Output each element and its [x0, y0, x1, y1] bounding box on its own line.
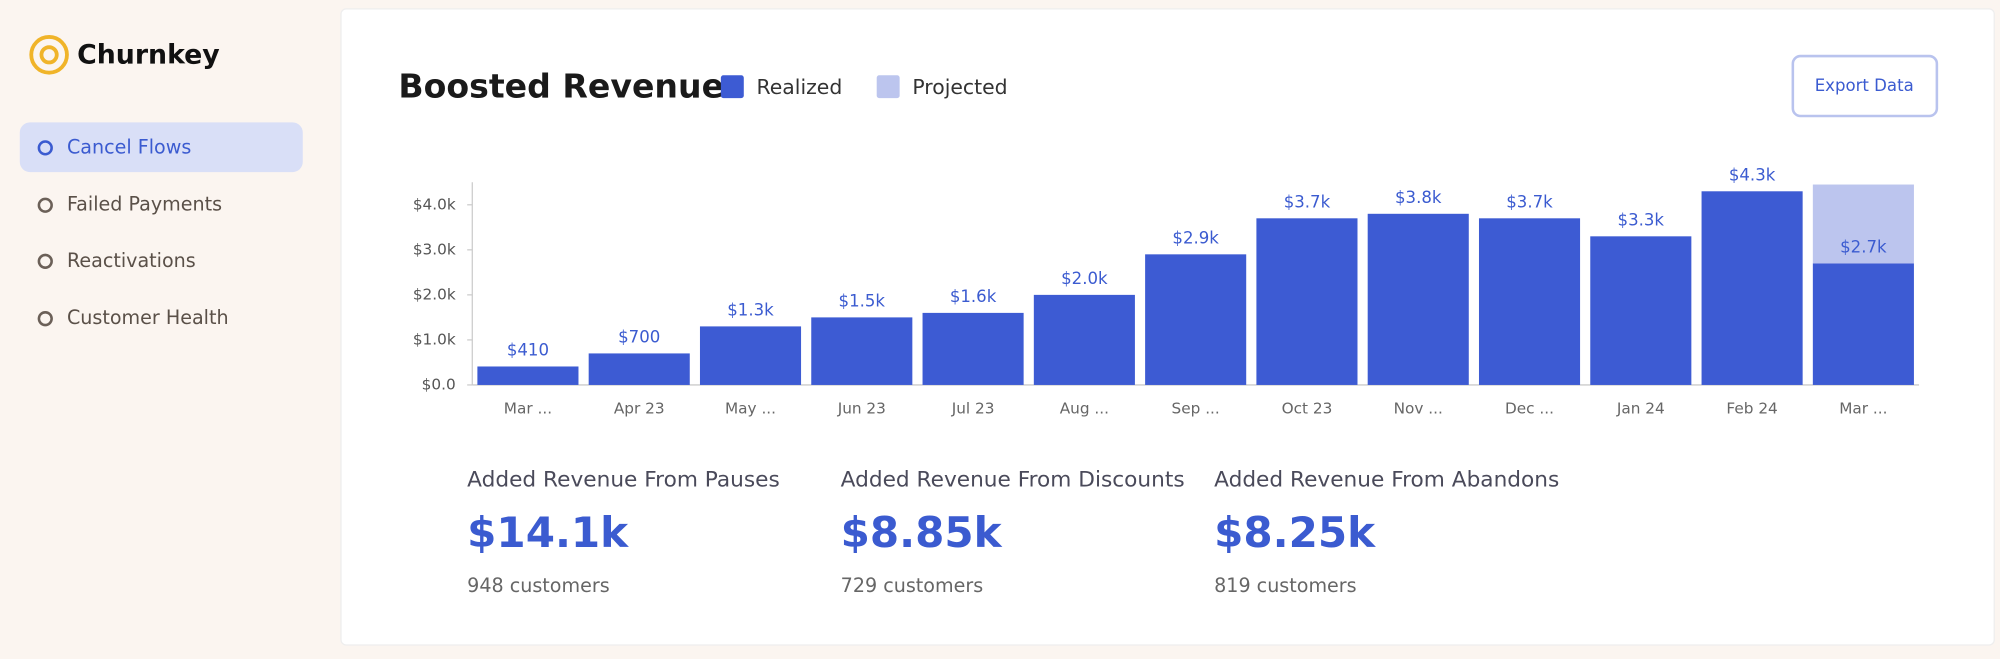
- stat-title: Added Revenue From Pauses: [467, 468, 780, 493]
- x-tick-label: Sep ...: [1172, 400, 1220, 418]
- value-label: $1.3k: [727, 301, 774, 320]
- stat-value: $14.1k: [467, 508, 629, 557]
- bar-segment: [811, 317, 913, 385]
- stat-customers: 729 customers: [841, 574, 984, 597]
- bar-segment: [1256, 218, 1358, 385]
- bar-segment: [699, 326, 802, 385]
- nav-active-bg[interactable]: [19, 122, 303, 173]
- bar-segment: [1812, 184, 1914, 264]
- bar-segment: [1701, 191, 1803, 385]
- bar-segment: [477, 366, 579, 385]
- y-tick-label: $1.0k: [413, 330, 456, 348]
- value-label: $3.7k: [1284, 193, 1331, 212]
- x-tick-label: Jun 23: [837, 400, 886, 418]
- y-tick-label: $2.0k: [413, 285, 456, 303]
- value-label: $700: [618, 328, 660, 347]
- bar-segment: [1812, 263, 1914, 385]
- value-label: $4.3k: [1729, 165, 1776, 184]
- nav-icon: [37, 311, 53, 327]
- bar-segment: [922, 312, 1024, 385]
- brand: Churnkey: [77, 40, 220, 71]
- x-tick-label: Dec ...: [1505, 400, 1554, 418]
- nav-item[interactable]: Reactivations: [67, 249, 196, 272]
- stat-customers: 819 customers: [1214, 574, 1357, 597]
- value-label: $3.8k: [1395, 188, 1442, 207]
- x-tick-label: May ...: [725, 400, 776, 418]
- chart-title: Boosted Revenue: [398, 66, 724, 105]
- bar-segment: [588, 353, 690, 385]
- bar-segment: [1367, 213, 1469, 385]
- legend-label: Realized: [757, 75, 843, 99]
- x-tick-label: Nov ...: [1394, 400, 1443, 418]
- logo: [29, 35, 69, 75]
- nav-item[interactable]: Failed Payments: [67, 193, 222, 216]
- value-label: $2.7k: [1840, 238, 1887, 257]
- legend-label: Projected: [912, 75, 1007, 99]
- x-tick-label: Mar ...: [504, 400, 552, 418]
- x-tick-label: Mar ...: [1839, 400, 1887, 418]
- stat-value: $8.25k: [1214, 508, 1376, 557]
- x-tick-label: Aug ...: [1060, 400, 1109, 418]
- stat-title: Added Revenue From Discounts: [841, 468, 1185, 493]
- bar-segment: [1590, 236, 1692, 385]
- bar-segment: [1478, 218, 1581, 385]
- nav-icon: [37, 197, 53, 213]
- stat-value: $8.85k: [841, 508, 1003, 557]
- value-label: $2.0k: [1061, 269, 1108, 288]
- x-tick-label: Apr 23: [614, 400, 665, 418]
- export-button[interactable]: [1791, 54, 1939, 118]
- y-tick-label: $0.0: [422, 375, 456, 393]
- nav-icon: [37, 253, 53, 269]
- bar-segment: [1145, 254, 1247, 385]
- legend-swatch: [720, 75, 744, 99]
- export-label[interactable]: Export Data: [1815, 76, 1914, 95]
- y-tick-label: $3.0k: [413, 240, 456, 258]
- stat-title: Added Revenue From Abandons: [1214, 468, 1559, 493]
- x-tick-label: Jul 23: [951, 400, 995, 418]
- x-tick-label: Jan 24: [1616, 400, 1665, 418]
- value-label: $1.5k: [839, 292, 886, 311]
- x-tick-label: Feb 24: [1726, 400, 1777, 418]
- value-label: $2.9k: [1172, 229, 1219, 248]
- value-label: $1.6k: [950, 287, 997, 306]
- nav-item[interactable]: Cancel Flows: [67, 135, 191, 158]
- bar-segment: [1033, 294, 1135, 385]
- x-tick-label: Oct 23: [1282, 400, 1333, 418]
- value-label: $410: [507, 341, 549, 360]
- nav-item[interactable]: Customer Health: [67, 306, 229, 329]
- y-tick-label: $4.0k: [413, 195, 456, 213]
- value-label: $3.7k: [1506, 193, 1553, 212]
- legend-swatch: [876, 75, 900, 99]
- nav-icon: [37, 140, 53, 156]
- value-label: $3.3k: [1618, 211, 1665, 230]
- stat-customers: 948 customers: [467, 574, 610, 597]
